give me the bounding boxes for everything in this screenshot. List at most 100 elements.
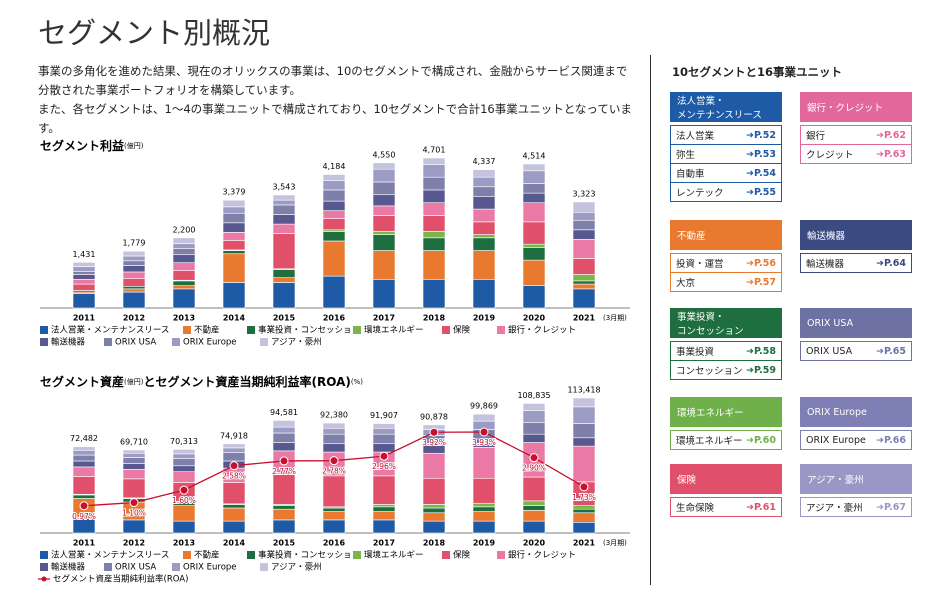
unit-item: 投資・運営 ➜P.56 <box>671 254 781 272</box>
bar-segment <box>172 237 196 244</box>
bar-segment <box>372 205 396 216</box>
legend-label: ORIX Europe <box>183 563 237 573</box>
arrow: ➜ <box>875 345 884 357</box>
item-label: 生命保険 <box>676 503 715 514</box>
bar-segment <box>522 285 546 309</box>
total-label: 4,701 <box>423 146 446 155</box>
bar-segment <box>472 237 496 251</box>
bar-segment <box>572 239 596 259</box>
bar-segment <box>122 286 146 290</box>
bar-segment <box>322 443 346 453</box>
item-page-wrap: ➜P.52 <box>746 130 776 141</box>
item-label: 輸送機器 <box>806 259 845 270</box>
bar-segment <box>572 201 596 213</box>
unit-items: アジア・豪州 ➜P.67 <box>800 497 912 517</box>
total-label: 69,710 <box>120 438 148 447</box>
bar-segment <box>422 202 446 216</box>
bar-segment <box>372 433 396 445</box>
roa-point <box>529 453 539 463</box>
bar-segment <box>522 259 546 286</box>
bar-segment <box>122 271 146 279</box>
unit-header: ORIX USA <box>800 308 912 338</box>
bar-segment <box>572 211 596 221</box>
bar-segment <box>272 204 296 215</box>
total-label: 94,581 <box>270 408 298 417</box>
title-part: (億円) <box>124 141 144 150</box>
bar-segment <box>472 221 496 235</box>
bar-segment <box>372 278 396 309</box>
bar-segment <box>172 458 196 467</box>
item-page-wrap: ➜P.56 <box>746 258 776 269</box>
roa-label: 3.92% <box>422 438 446 447</box>
roa-point <box>579 482 589 492</box>
total-label: 4,184 <box>323 162 346 171</box>
legend-swatch <box>353 326 361 334</box>
unit-header: 法人営業・ メンテナンスリース <box>670 92 782 122</box>
legend-label: ORIX USA <box>115 338 156 348</box>
bar-segment <box>322 519 346 534</box>
unit-item: 輸送機器 ➜P.64 <box>801 254 911 272</box>
unit-header: 輸送機器 <box>800 220 912 250</box>
legend-label: 事業投資・コンセッション <box>258 550 360 561</box>
unit: 保険 生命保険 ➜P.61 <box>670 464 782 517</box>
bar-segment <box>522 510 546 522</box>
title-part: とセグメント資産当期純利益率(ROA) <box>143 374 350 389</box>
legend-swatch <box>260 338 268 346</box>
intro: 事業の多角化を進めた結果、現在のオリックスの事業は、10のセグメントで構成され、… <box>38 62 633 138</box>
roa-point <box>329 456 339 466</box>
bar-segment <box>572 280 596 285</box>
legend-label: 銀行・クレジット <box>508 325 576 336</box>
bar-segment <box>72 446 96 451</box>
x-tick-label: 2019 <box>473 314 496 323</box>
bar-segment <box>222 250 246 255</box>
period-note: (3月期) <box>603 539 627 547</box>
total-label: 1,779 <box>123 239 146 248</box>
x-tick-label: 2017 <box>373 314 395 323</box>
legend-swatch <box>104 563 112 571</box>
legend-swatch <box>40 338 48 346</box>
legend-label: アジア・豪州 <box>271 562 322 573</box>
bar-segment <box>372 423 396 429</box>
total-label: 92,380 <box>320 411 348 420</box>
total-label: 108,835 <box>517 391 550 400</box>
arrow: ➜ <box>875 257 884 269</box>
intro-text: また、各セグメントは、1～4の事業ユニットで構成されており、10セグメントで合計… <box>38 102 632 135</box>
item-page: P.62 <box>883 129 906 141</box>
bar-segment <box>372 168 396 183</box>
bar-segment <box>222 447 246 453</box>
divider <box>650 55 651 585</box>
unit-item: 自動車 ➜P.54 <box>671 163 781 182</box>
total-label: 74,918 <box>220 431 248 440</box>
legend-label: 法人営業・メンテナンスリース <box>51 325 169 336</box>
unit-items: 事業投資 ➜P.58 コンセッション ➜P.59 <box>670 341 782 380</box>
bar-segment <box>572 406 596 424</box>
unit-item: アジア・豪州 ➜P.67 <box>801 498 911 516</box>
item-label: 投資・運営 <box>676 259 724 270</box>
legend-label: 輸送機器 <box>51 562 86 573</box>
bar-segment <box>522 520 546 534</box>
bar-segment <box>372 504 396 508</box>
unit-header: 環境エネルギー <box>670 397 782 427</box>
bar-segment <box>172 505 196 522</box>
total-label: 4,514 <box>523 151 546 160</box>
total-label: 99,869 <box>470 402 498 411</box>
bar-segment <box>372 427 396 435</box>
x-tick-label: 2021 <box>573 539 596 548</box>
bar-segment <box>422 231 446 239</box>
item-page: P.65 <box>883 345 906 357</box>
x-tick-label: 2014 <box>223 539 246 548</box>
bar-segment <box>122 469 146 480</box>
unit: 環境エネルギー 環境エネルギー ➜P.60 <box>670 397 782 450</box>
x-tick-label: 2017 <box>373 539 395 548</box>
bar-segment <box>272 233 296 270</box>
bar-segment <box>72 494 96 499</box>
bar-segment <box>572 521 596 534</box>
legend-swatch <box>442 551 450 559</box>
item-page-wrap: ➜P.60 <box>746 435 776 446</box>
arrow: ➜ <box>745 434 754 446</box>
total-label: 3,323 <box>573 189 596 198</box>
x-tick-label: 2020 <box>523 314 546 323</box>
x-tick-label: 2016 <box>323 539 346 548</box>
legend-label: アジア・豪州 <box>271 337 322 348</box>
total-label: 91,907 <box>370 411 398 420</box>
